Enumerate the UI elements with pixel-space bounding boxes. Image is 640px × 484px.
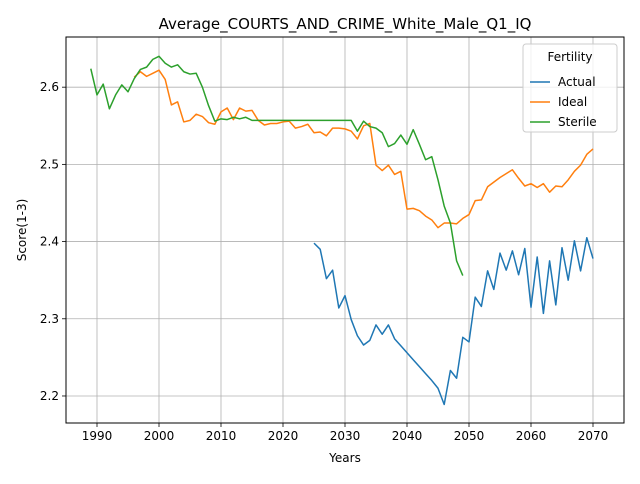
series-line-ideal	[133, 69, 594, 229]
series-line-actual	[313, 236, 594, 406]
y-tick-label: 2.5	[40, 157, 59, 171]
y-tick-label: 2.6	[40, 80, 59, 94]
chart-title: Average_COURTS_AND_CRIME_White_Male_Q1_I…	[159, 15, 532, 34]
legend-label-ideal: Ideal	[558, 95, 587, 109]
legend-items: Actual Ideal Sterile	[530, 75, 597, 129]
x-tick-label: 2040	[392, 429, 423, 443]
legend-label-actual: Actual	[558, 75, 596, 89]
x-tick-label: 1990	[82, 429, 113, 443]
x-tick-label: 2020	[268, 429, 299, 443]
series-line-sterile	[90, 55, 464, 276]
y-axis-label: Score(1-3)	[15, 199, 29, 262]
legend-box	[522, 43, 618, 133]
y-tick-label: 2.2	[40, 389, 59, 403]
legend-label-sterile: Sterile	[558, 115, 597, 129]
x-tick-label: 2050	[454, 429, 485, 443]
y-tick-label: 2.4	[40, 235, 59, 249]
x-axis-label: Years	[328, 451, 361, 465]
x-tick-label: 2030	[330, 429, 361, 443]
x-tick-label: 2000	[144, 429, 175, 443]
legend-title: Fertility	[547, 50, 592, 64]
series-layer	[90, 55, 594, 406]
x-tick-label: 2070	[578, 429, 609, 443]
tick-layer: 1990 2000 2010 2020 2030 2040 2050 2060 2070 2.2 2…	[40, 80, 608, 443]
x-tick-label: 2010	[206, 429, 237, 443]
x-tick-label: 2060	[516, 429, 547, 443]
legend: Fertility Actual Ideal Sterile	[522, 43, 618, 133]
y-tick-label: 2.3	[40, 312, 59, 326]
